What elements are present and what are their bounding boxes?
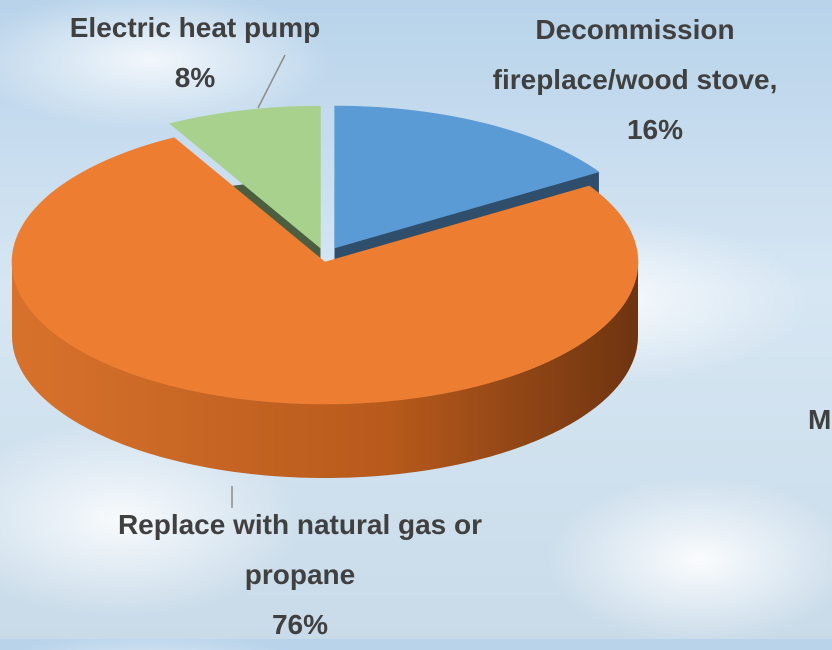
annotation: M — [808, 395, 832, 445]
value-label: 16% — [480, 105, 830, 155]
slice-label: Replace with natural gas or propane 76% — [60, 500, 540, 650]
slice-label: Decommission fireplace/wood stove, 16% — [440, 5, 830, 155]
category-label: Replace with natural gas or propane — [60, 500, 540, 600]
slice-label: Electric heat pump 8% — [20, 3, 370, 103]
category-label: Decommission fireplace/wood stove, — [440, 5, 830, 105]
category-label: Electric heat pump — [20, 3, 370, 53]
value-label: 76% — [60, 600, 540, 650]
page: Decommission fireplace/wood stove, 16% R… — [0, 0, 832, 639]
value-label: 8% — [20, 53, 370, 103]
